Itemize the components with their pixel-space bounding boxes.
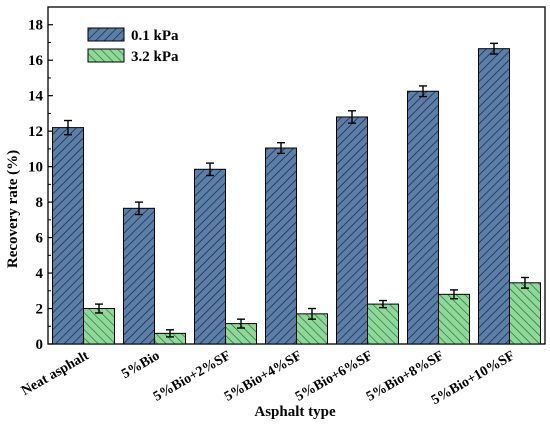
- y-tick-label: 0: [36, 337, 44, 353]
- bar-0-1-kpa: [336, 116, 368, 345]
- y-tick-label: 2: [36, 302, 44, 318]
- x-axis: Neat asphalt 5%Bio5%Bio+2%SF5%Bio+4%SF5%B…: [19, 339, 518, 408]
- bar-0-1-kpa: [123, 207, 155, 345]
- x-axis-title: Asphalt type: [254, 404, 336, 420]
- y-tick-label: 14: [28, 89, 44, 105]
- y-axis-title: Recovery rate (%): [5, 150, 21, 268]
- legend-swatch: [87, 27, 125, 42]
- y-tick-label: 4: [36, 266, 44, 282]
- bar-0-1-kpa: [407, 90, 439, 345]
- bar-3-2-kpa: [509, 282, 541, 345]
- bar-3-2-kpa: [367, 303, 399, 345]
- x-tick-label: 5%Bio+4%SF: [222, 348, 304, 404]
- y-axis: 0 2 4 6 8 10 12 14 16 18: [28, 18, 53, 353]
- y-tick-label: 8: [36, 195, 44, 211]
- legend-label: 3.2 kPa: [131, 49, 179, 65]
- bars-group: [52, 42, 541, 345]
- bar-0-1-kpa: [265, 147, 297, 345]
- y-tick-label: 10: [28, 160, 43, 176]
- x-tick-label: 5%Bio: [119, 348, 162, 382]
- legend-swatch: [87, 48, 125, 63]
- bar-0-1-kpa: [52, 127, 84, 345]
- bar-3-2-kpa: [438, 293, 470, 345]
- y-tick-label: 18: [28, 18, 43, 34]
- x-tick-label: Neat asphalt: [19, 348, 92, 399]
- legend: 0.1 kPa 3.2 kPa: [87, 27, 179, 65]
- x-tick-label: 5%Bio+2%SF: [151, 348, 233, 404]
- x-tick-label: 5%Bio+6%SF: [293, 348, 375, 404]
- bar-0-1-kpa: [478, 48, 510, 345]
- bar-3-2-kpa: [83, 308, 115, 345]
- y-tick-label: 12: [28, 124, 43, 140]
- bar-0-1-kpa: [194, 168, 226, 345]
- y-tick-label: 16: [28, 53, 44, 69]
- legend-label: 0.1 kPa: [131, 28, 179, 44]
- y-tick-label: 6: [36, 231, 44, 247]
